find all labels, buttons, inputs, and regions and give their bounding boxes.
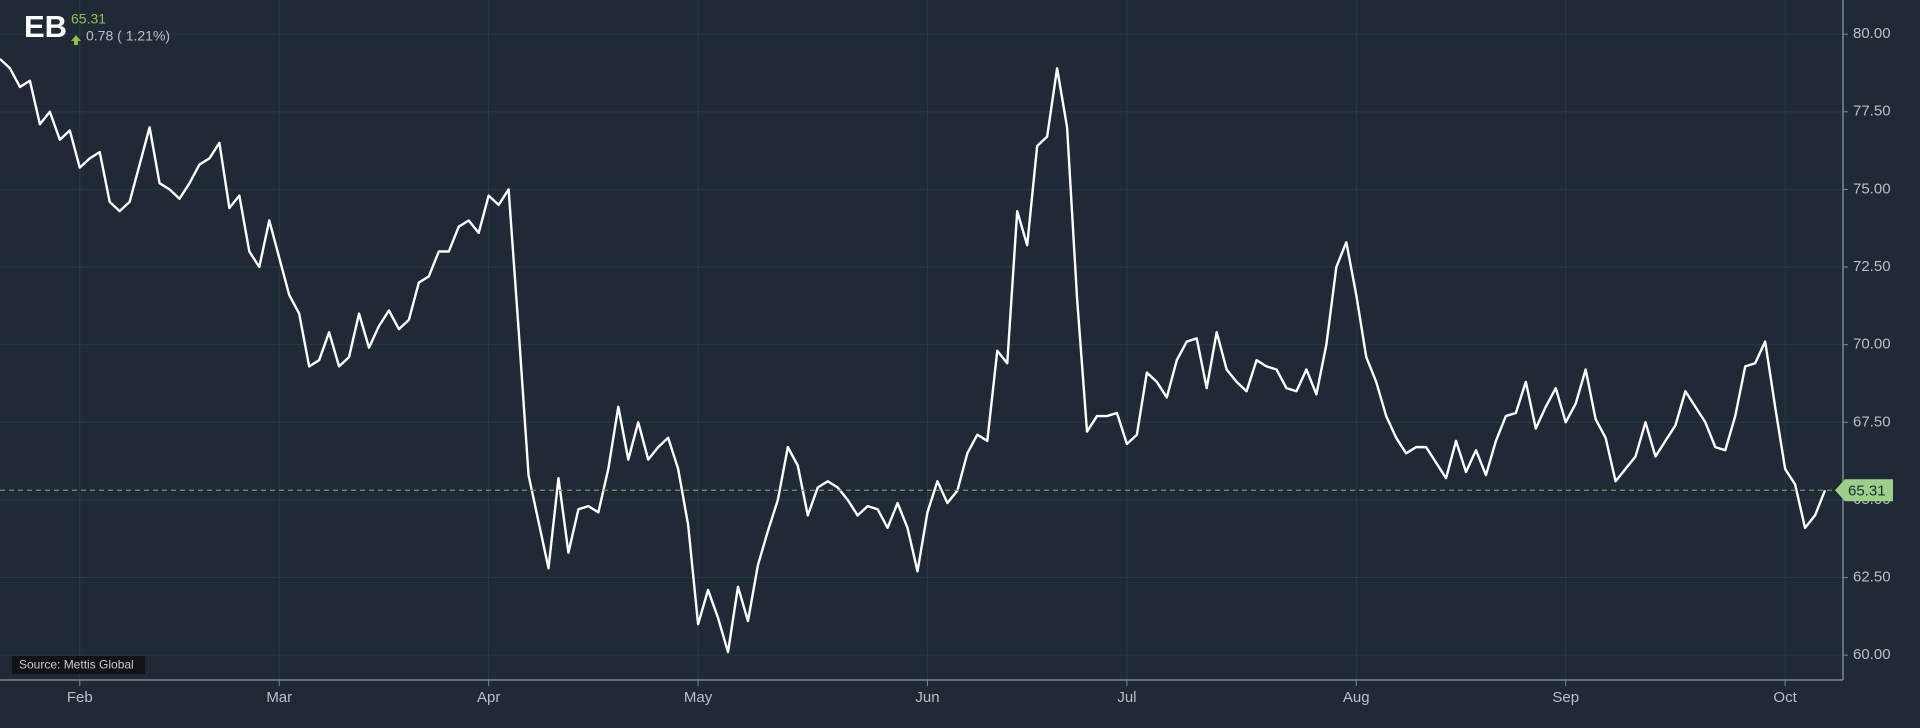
- x-tick-label: May: [684, 689, 713, 706]
- x-tick-label: Sep: [1552, 689, 1579, 706]
- x-tick-label: Jul: [1117, 689, 1136, 706]
- price: 65.31: [71, 11, 106, 27]
- y-tick-label: 62.50: [1853, 569, 1891, 586]
- y-tick-label: 77.50: [1853, 103, 1891, 120]
- y-tick-label: 72.50: [1853, 258, 1891, 275]
- x-tick-label: Apr: [477, 689, 500, 706]
- y-tick-label: 70.00: [1853, 336, 1891, 353]
- y-tick-label: 60.00: [1853, 646, 1891, 663]
- symbol: EB: [24, 9, 67, 44]
- price-line: [0, 58, 1827, 654]
- x-tick-label: Mar: [266, 689, 292, 706]
- y-tick-label: 80.00: [1853, 25, 1891, 42]
- y-tick-label: 67.50: [1853, 413, 1891, 430]
- change: 0.78 ( 1.21%): [86, 28, 170, 44]
- source-box: [12, 656, 145, 674]
- source: Source: Mettis Global: [19, 658, 134, 672]
- x-tick-label: Jun: [915, 689, 939, 706]
- up-arrow: [71, 35, 81, 45]
- grid: [0, 0, 1843, 680]
- last-price-label: 65.31: [1848, 482, 1886, 499]
- x-tick-label: Feb: [67, 689, 93, 706]
- last-price-tag: [1835, 479, 1893, 502]
- y-tick-label: 75.00: [1853, 180, 1891, 197]
- x-tick-label: Aug: [1343, 689, 1370, 706]
- x-tick-label: Oct: [1773, 689, 1797, 706]
- plot: [0, 58, 1843, 654]
